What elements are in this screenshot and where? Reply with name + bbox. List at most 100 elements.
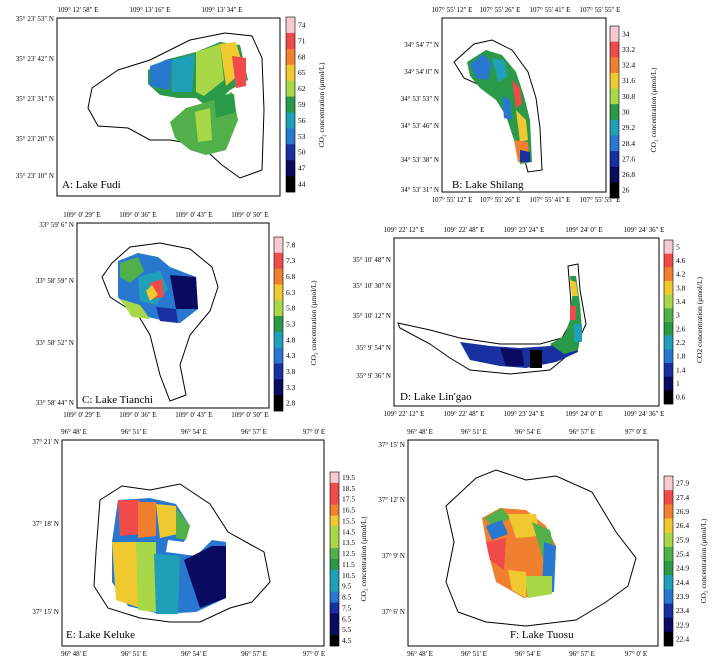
panel-d-ytick-3: 35° 10' 12" N (353, 312, 391, 320)
colorbar-tick-label: 65 (298, 68, 306, 77)
colorbar-band (330, 482, 339, 495)
panel-c-colorbar: 7.8 7.3 6.8 6.3 5.8 5.3 4.8 4.3 3.8 3.3 2.8 (273, 236, 296, 412)
panel-f-ytick-3: 37° 9' N (382, 552, 405, 560)
colorbar-band (610, 135, 619, 152)
panel-e-colorbar-title: CO₂ concentration (μmol/L) (359, 516, 368, 601)
colorbar-band (330, 580, 339, 592)
panel-a-xtick-3: 109° 13' 34" E (202, 6, 243, 14)
panel-a-ytick-4: 35° 23' 20" N (16, 135, 54, 143)
panel-e-xtick-1: 96° 48' E (61, 428, 87, 436)
panel-a-svg: 109° 12' 58" E 109° 13' 16" E 109° 13' 3… (16, 6, 326, 197)
panel-a-colorbar-title: CO₂ concentration (μmol/L) (317, 62, 326, 147)
colorbar-band (664, 504, 673, 519)
colorbar-band (286, 96, 295, 113)
colorbar-tick-label: 0.6 (676, 393, 686, 402)
colorbar-frame (663, 475, 674, 647)
colorbar-tick-label: 34 (622, 29, 630, 38)
colorbar-band (286, 144, 295, 161)
colorbar-tick-label: 56 (298, 116, 306, 125)
panel-e-xtick-bottom-4: 96° 57' E (241, 650, 267, 658)
colorbar-band (664, 603, 673, 618)
panel-d-label: D: Lake Lin'gao (400, 391, 472, 403)
panel-f-xtick-bottom-1: 96° 48' E (407, 650, 433, 658)
colorbar-band (664, 390, 673, 405)
panel-d-xtick-5: 109° 24' 36" E (624, 226, 665, 234)
colorbar-band (286, 160, 295, 177)
colorbar-tick-label: 26.8 (622, 170, 635, 179)
colorbar-tick-label: 4.6 (676, 256, 686, 265)
colorbar-band (610, 166, 619, 183)
panel-b-xtick-2: 107° 55' 26" E (480, 6, 521, 14)
panel-b-xtick-bottom-2: 107° 55' 26" E (480, 196, 521, 204)
panel-e-ytick-2: 37° 18' N (32, 520, 59, 528)
colorbar-band (664, 561, 673, 576)
panel-f-xtick-2: 96° 51' E (461, 428, 487, 436)
panel-b-frame (441, 17, 607, 193)
colorbar-band (664, 281, 673, 295)
colorbar-band (664, 476, 673, 491)
panel-a: 109° 12' 58" E 109° 13' 16" E 109° 13' 3… (0, 0, 350, 200)
colorbar-band (610, 151, 619, 168)
panel-d-ytick-4: 35° 9' 54" N (356, 344, 391, 352)
colorbar-band (610, 104, 619, 121)
colorbar-tick-label: 4.2 (676, 270, 686, 279)
panel-c-map (101, 242, 219, 402)
colorbar-tick-label: 26 (622, 186, 630, 195)
colorbar-band (610, 88, 619, 105)
panel-a-label: A: Lake Fudi (62, 179, 121, 191)
colorbar-tick-label: 23.9 (676, 592, 689, 601)
panel-f-xtick-bottom-3: 96° 54' E (515, 650, 541, 658)
panel-c: 109° 0' 29" E 109° 0' 36" E 109° 0' 43" … (0, 205, 350, 420)
panel-e-xtick-bottom-3: 96° 54' E (181, 650, 207, 658)
colorbar-band (664, 532, 673, 548)
panel-c-svg: 109° 0' 29" E 109° 0' 36" E 109° 0' 43" … (36, 211, 318, 419)
colorbar-tick-label: 32.4 (622, 61, 635, 70)
colorbar-tick-label: 29.2 (622, 123, 635, 132)
panel-d-xtick-3: 109° 23' 24" E (504, 226, 545, 234)
panel-f-xtick-bottom-5: 97° 0' E (625, 650, 647, 658)
panel-c-xtick-bottom-2: 109° 0' 36" E (119, 411, 156, 419)
colorbar-band (330, 613, 339, 625)
panel-c-ytick-2: 33° 58' 59" N (36, 277, 74, 285)
panel-d-xtick-bottom-2: 109° 22' 48" E (444, 410, 485, 418)
colorbar-band (330, 472, 339, 484)
colorbar-tick-label: 16.5 (342, 506, 355, 515)
panel-d-map (397, 263, 587, 375)
colorbar-tick-label: 19.5 (342, 473, 355, 482)
colorbar-tick-label: 44 (298, 180, 306, 189)
colorbar-band (330, 526, 339, 538)
panel-b-xtick-bottom-3: 107° 55' 41" E (530, 196, 571, 204)
colorbar-band (610, 182, 619, 199)
panel-a-ytick-2: 35° 23' 42" N (16, 55, 54, 63)
colorbar-band (330, 559, 339, 571)
panel-e-map (93, 483, 271, 623)
panel-a-xtick-1: 109° 12' 58" E (58, 6, 99, 14)
colorbar-band (664, 631, 673, 647)
colorbar-tick-label: 25.4 (676, 549, 689, 558)
colorbar-band (330, 515, 339, 527)
colorbar-tick-label: 10.5 (342, 571, 355, 580)
colorbar-tick-label: 24.9 (676, 564, 689, 573)
panel-b-ytick-6: 34° 53' 31" N (401, 186, 439, 194)
panel-f-xtick-bottom-2: 96° 51' E (461, 650, 487, 658)
colorbar-tick-label: 5.5 (342, 625, 352, 634)
panel-c-xtick-bottom-3: 109° 0' 43" E (175, 411, 212, 419)
panel-c-xtick-bottom-1: 109° 0' 29" E (63, 411, 100, 419)
colorbar-tick-label: 11.5 (342, 560, 355, 569)
colorbar-band (664, 376, 673, 391)
panel-b-ytick-4: 34° 53' 46" N (401, 122, 439, 130)
panel-e-xtick-3: 96° 54' E (181, 428, 207, 436)
panel-c-xtick-3: 109° 0' 43" E (175, 211, 212, 219)
panel-f-map (445, 469, 637, 627)
panel-a-ytick-3: 35° 23' 31" N (16, 95, 54, 103)
colorbar-band (664, 253, 673, 268)
colorbar-band (330, 569, 339, 582)
colorbar-tick-label: 33.2 (622, 45, 635, 54)
panel-a-map (87, 32, 265, 179)
colorbar-band (664, 308, 673, 323)
colorbar-band (664, 546, 673, 562)
panel-c-xtick-4: 109° 0' 50" E (231, 211, 268, 219)
colorbar-tick-label: 31.6 (622, 76, 635, 85)
colorbar-band (274, 284, 283, 301)
colorbar-tick-label: 12.5 (342, 549, 355, 558)
